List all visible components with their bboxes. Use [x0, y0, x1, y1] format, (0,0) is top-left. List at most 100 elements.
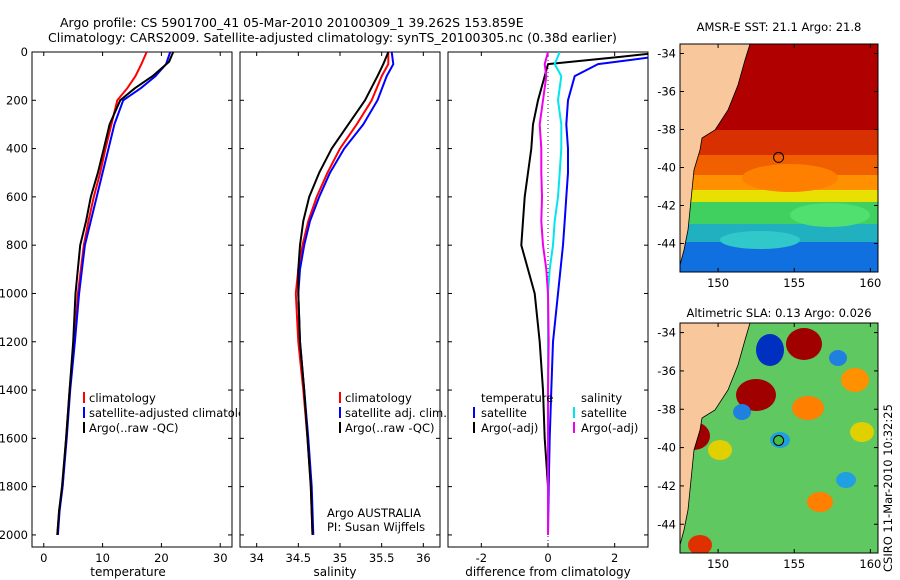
x-tick-label: 36 [416, 551, 431, 565]
map-y-tick-label: -42 [657, 479, 676, 493]
y-tick-label: 1000 [0, 286, 28, 300]
sla-field [680, 323, 878, 553]
x-tick-label: 2 [611, 551, 618, 565]
sla-warm-patch-3 [850, 422, 874, 442]
map-x-tick-label: 160 [859, 557, 881, 571]
annotation-pi: PI: Susan Wijffels [327, 520, 425, 534]
map-x-tick-label: 150 [707, 276, 729, 290]
map-y-tick-label: -44 [657, 517, 676, 531]
sla-low-patch-4 [836, 472, 856, 488]
x-tick-label: 35 [333, 551, 348, 565]
map-y-tick-label: -40 [657, 441, 676, 455]
sla-low-eddy-north [756, 334, 784, 366]
y-tick-label: 1800 [0, 480, 28, 494]
sst-argo-marker [773, 151, 785, 163]
temperature-axes [31, 51, 233, 548]
sla-warm-patch-5 [708, 440, 732, 460]
series-line-salinity-argo-adj- [538, 52, 550, 535]
y-tick-label: 800 [6, 238, 28, 252]
x-tick-label: 30 [213, 551, 228, 565]
y-tick-label: 0 [21, 45, 28, 59]
series-line-argo-raw-qc- [56, 52, 175, 535]
legend-title-temperature: temperature [481, 391, 553, 405]
difference-depth-ticks [448, 51, 648, 536]
x-tick-label: 10 [95, 551, 110, 565]
sla-map-frame [679, 322, 879, 554]
legend-text-argo: Argo(..raw -QC) [345, 421, 435, 435]
y-tick-label: 1600 [0, 431, 28, 445]
x-tick-label: -2 [476, 551, 487, 565]
sst-map-panel: AMSR-E SST: 21.1 Argo: 21.8 -34 -36 -38 -40… [657, 20, 881, 290]
sst-land [680, 44, 750, 265]
map-y-tick-label: -42 [657, 199, 676, 213]
temperature-xlabel: temperature [90, 565, 165, 579]
map-y-tick-label: -36 [657, 364, 676, 378]
side-timestamp: CSIRO 11-Mar-2010 10:32:25 [881, 404, 895, 572]
sla-warm-patch-4 [807, 492, 833, 512]
salinity-lines [294, 52, 395, 535]
temperature-ticks: 0 10 20 30 [40, 52, 228, 565]
sla-high-eddy-north [786, 328, 822, 360]
salinity-xlabel: salinity [313, 565, 356, 579]
sla-warm-patch-2 [841, 368, 869, 392]
sla-argo-marker [773, 435, 785, 446]
y-tick-label: 1400 [0, 383, 28, 397]
map-y-tick-label: -34 [657, 47, 676, 61]
map-y-tick-label: -40 [657, 161, 676, 175]
map-y-tick-label: -36 [657, 85, 676, 99]
x-tick-label: 0 [40, 551, 47, 565]
salinity-depth-ticks [240, 51, 440, 536]
salinity-ticks: 34 34.5 35 35.5 36 [249, 52, 431, 565]
sla-map-panel: Altimetric SLA: 0.13 Argo: 0.026 -34-36-… [657, 306, 881, 571]
salinity-legend: climatology satellite adj. clim. Argo(..… [339, 391, 447, 435]
depth-ticks: 0 200 400 600 800 1000 1200 1400 1600 1800 2000 [0, 45, 232, 542]
sst-orange-patch [742, 164, 838, 192]
legend-title-salinity: salinity [581, 391, 622, 405]
difference-legend: temperature salinity satellite Argo(-adj… [473, 391, 638, 435]
sst-map-frame [679, 43, 879, 273]
difference-lines [520, 52, 648, 535]
title-line-1: Argo profile: CS 5901700_41 05-Mar-2010 … [60, 15, 524, 30]
temperature-legend: climatology satellite-adjusted climatolo… [83, 391, 259, 435]
y-tick-label: 600 [6, 190, 28, 204]
map-y-tick-label: -44 [657, 237, 676, 251]
sla-low-patch-1 [733, 404, 751, 420]
title-line-2: Climatology: CARS2009. Satellite-adjuste… [48, 30, 617, 45]
y-tick-label: 400 [6, 142, 28, 156]
sst-map-ticks: -34 -36 -38 -40 -42 -44 150 155 160 [657, 44, 881, 290]
y-tick-label: 2000 [0, 528, 28, 542]
y-tick-label: 200 [6, 93, 28, 107]
map-y-tick-label: -38 [657, 123, 676, 137]
series-line-temperature-satellite [547, 56, 648, 535]
sst-teal-patch [720, 231, 800, 249]
legend-text-satellite-adj: satellite adj. clim. [345, 406, 447, 420]
salinity-axes [239, 51, 441, 548]
map-y-tick-label: -38 [657, 402, 676, 416]
map-x-tick-label: 160 [859, 276, 881, 290]
temperature-lines [56, 52, 175, 535]
legend-text-argo: Argo(..raw -QC) [89, 421, 179, 435]
salinity-panel: 34 34.5 35 35.5 36 salinity climatology sate… [239, 51, 447, 579]
legend-text-temp-satellite: satellite [481, 406, 527, 420]
difference-panel: -2 0 2 difference from climatology tempera… [447, 51, 649, 579]
sla-warm-patch-1 [792, 396, 824, 420]
sla-map-title: Altimetric SLA: 0.13 Argo: 0.026 [686, 306, 871, 320]
sst-field [680, 44, 878, 272]
difference-ticks: -2 0 2 [476, 52, 618, 565]
sla-high-eddy-mid [736, 379, 776, 411]
sla-map-ticks: -34 -36 -38 -40 -42 -44 150 155 160 [657, 323, 881, 571]
legend-text-sal-argo: Argo(-adj) [581, 421, 638, 435]
sst-green-patch [790, 203, 870, 227]
x-tick-label: 34.5 [286, 551, 312, 565]
legend-text-climatology: climatology [89, 391, 156, 405]
series-line-argo-raw-qc- [297, 52, 390, 535]
map-x-tick-label: 155 [783, 276, 805, 290]
map-x-tick-label: 155 [783, 557, 805, 571]
annotation-argo-australia: Argo AUSTRALIA [327, 506, 421, 520]
map-x-tick-label: 150 [707, 557, 729, 571]
sst-coastline [680, 44, 751, 266]
legend-text-sal-satellite: satellite [581, 406, 627, 420]
y-tick-label: 1200 [0, 335, 28, 349]
difference-xlabel: difference from climatology [465, 565, 631, 579]
